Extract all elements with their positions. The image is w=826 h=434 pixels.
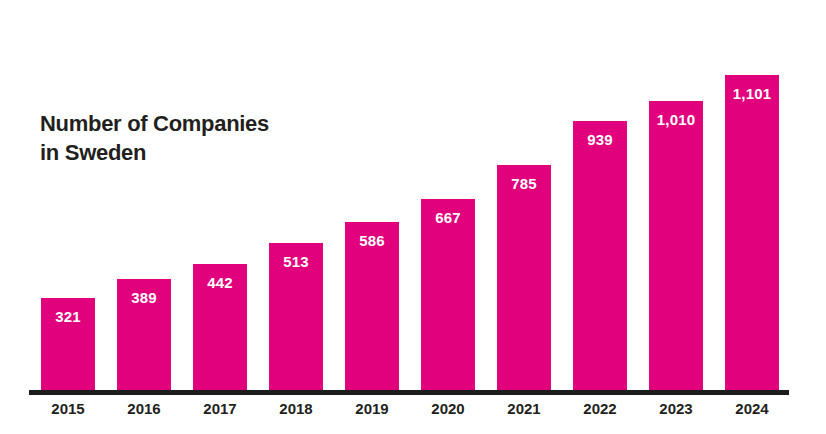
bar-value-label: 667 — [421, 199, 475, 226]
bar-value-label: 1,101 — [725, 75, 779, 102]
x-axis-label-2024: 2024 — [714, 400, 790, 417]
bar-2016: 389 — [117, 279, 171, 390]
chart-canvas: Number of Companies in Sweden 321 389 442 5… — [0, 0, 826, 434]
x-axis-label-2021: 2021 — [486, 400, 562, 417]
bar-value-label: 442 — [193, 264, 247, 291]
bar-2021: 785 — [497, 165, 551, 390]
x-axis-label-2022: 2022 — [562, 400, 638, 417]
bar-2020: 667 — [421, 199, 475, 390]
bar-value-label: 785 — [497, 165, 551, 192]
bar-value-label: 939 — [573, 121, 627, 148]
bar-2019: 586 — [345, 222, 399, 390]
x-axis-label-2015: 2015 — [30, 400, 106, 417]
x-axis-line — [29, 390, 789, 395]
x-axis-label-2017: 2017 — [182, 400, 258, 417]
x-axis-label-2020: 2020 — [410, 400, 486, 417]
bar-2018: 513 — [269, 243, 323, 390]
x-axis-label-2016: 2016 — [106, 400, 182, 417]
bar-value-label: 1,010 — [649, 101, 703, 128]
bar-2023: 1,010 — [649, 101, 703, 390]
bar-value-label: 389 — [117, 279, 171, 306]
bar-value-label: 321 — [41, 298, 95, 325]
bar-value-label: 586 — [345, 222, 399, 249]
x-axis-label-2019: 2019 — [334, 400, 410, 417]
bar-2015: 321 — [41, 298, 95, 390]
x-axis-label-2018: 2018 — [258, 400, 334, 417]
x-axis-label-2023: 2023 — [638, 400, 714, 417]
bar-2024: 1,101 — [725, 75, 779, 390]
bar-value-label: 513 — [269, 243, 323, 270]
chart-title: Number of Companies in Sweden — [40, 110, 278, 167]
bar-2022: 939 — [573, 121, 627, 390]
bar-2017: 442 — [193, 264, 247, 390]
